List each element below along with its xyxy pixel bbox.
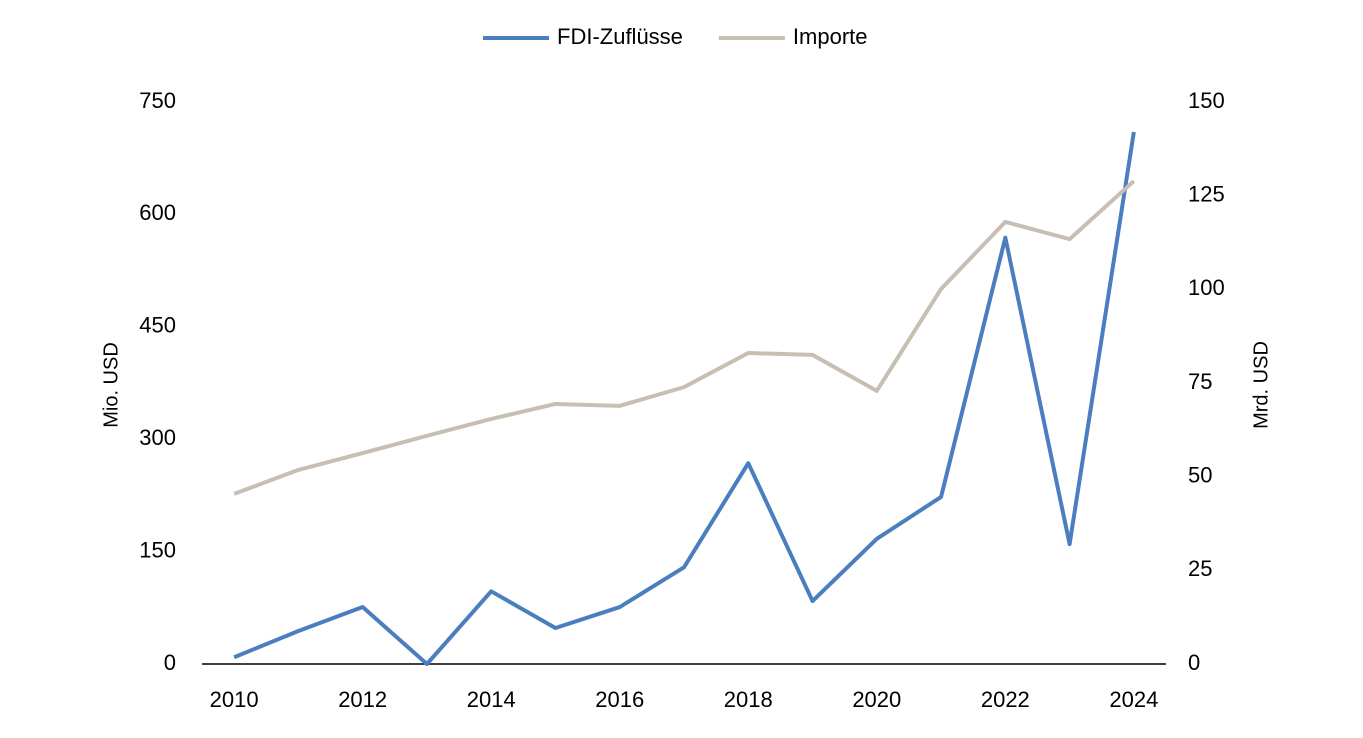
x-tick-label: 2014 — [467, 687, 516, 712]
y2-tick-label: 50 — [1188, 462, 1212, 487]
x-tick-label: 2010 — [210, 687, 259, 712]
series-line — [233, 131, 1136, 666]
y2-tick-label: 0 — [1188, 650, 1200, 675]
y-tick-label: 0 — [164, 650, 176, 675]
x-tick-label: 2022 — [981, 687, 1030, 712]
x-tick-label: 2024 — [1109, 687, 1158, 712]
y2-axis-label: Mrd. USD — [1250, 341, 1272, 429]
y2-tick-label: 100 — [1188, 275, 1225, 300]
y-tick-label: 150 — [139, 537, 176, 562]
x-tick-label: 2020 — [852, 687, 901, 712]
y-axis-label: Mio. USD — [100, 342, 122, 428]
y-tick-label: 450 — [139, 313, 176, 338]
y2-tick-label: 150 — [1188, 88, 1225, 113]
x-tick-label: 2016 — [595, 687, 644, 712]
y2-tick-label: 25 — [1188, 556, 1212, 581]
y2-tick-label: 75 — [1188, 369, 1212, 394]
y-tick-label: 300 — [139, 425, 176, 450]
y-tick-label: 750 — [139, 88, 176, 113]
x-tick-label: 2012 — [338, 687, 387, 712]
x-tick-label: 2018 — [724, 687, 773, 712]
legend-label: FDI-Zuflüsse — [557, 24, 683, 49]
legend-label: Importe — [793, 24, 868, 49]
series-line — [233, 179, 1136, 496]
y2-tick-label: 125 — [1188, 181, 1225, 206]
y-tick-label: 600 — [139, 200, 176, 225]
